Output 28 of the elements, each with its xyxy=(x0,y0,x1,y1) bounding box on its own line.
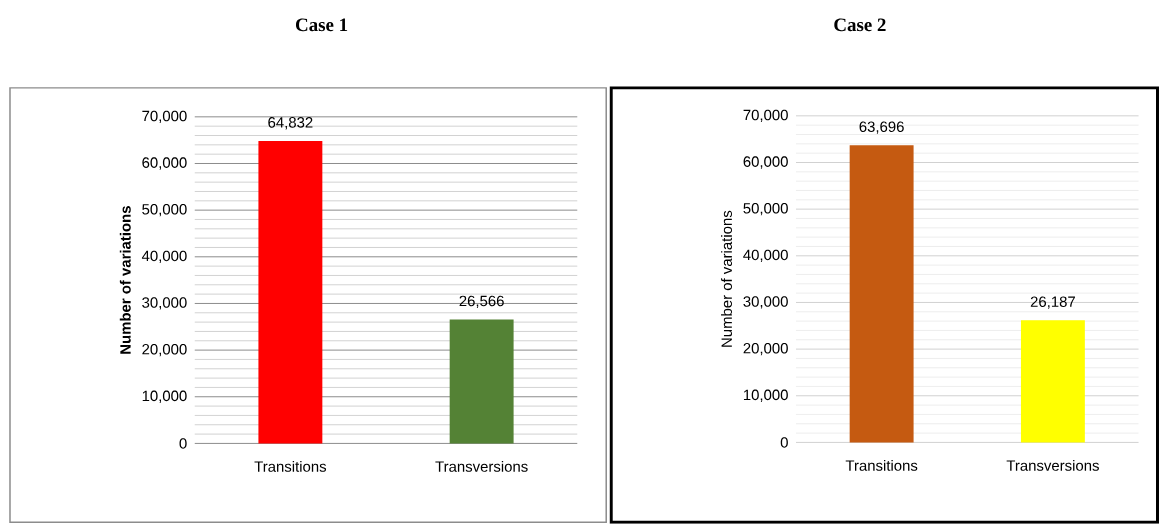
data-label: 64,832 xyxy=(268,117,313,130)
y-tick-label: 60,000 xyxy=(142,157,187,170)
x-tick-label: Transversions xyxy=(435,461,528,472)
y-tick-label: 30,000 xyxy=(142,297,187,310)
chart-title: Case 1 xyxy=(296,18,348,32)
y-tick-label: 10,000 xyxy=(743,389,788,403)
y-tick-label: 0 xyxy=(780,437,788,448)
y-tick-label: 40,000 xyxy=(141,250,187,264)
x-tick-label: Transversions xyxy=(1006,460,1099,471)
y-tick-label: 30,000 xyxy=(743,296,788,309)
y-axis-title: Number of variations xyxy=(721,210,732,347)
data-label: 63,696 xyxy=(859,121,904,134)
x-tick-label: Transitions xyxy=(845,460,918,471)
y-tick-label: 10,000 xyxy=(142,390,187,404)
chart-title: Case 2 xyxy=(834,18,886,32)
y-tick-label: 60,000 xyxy=(743,156,788,169)
y-tick-label: 50,000 xyxy=(142,204,187,217)
y-tick-label: 50,000 xyxy=(743,203,788,216)
x-tick-label: Transitions xyxy=(254,461,327,472)
y-tick-label: 40,000 xyxy=(743,249,788,263)
data-label: 26,566 xyxy=(459,295,504,309)
y-tick-label: 20,000 xyxy=(142,344,187,357)
data-label: 26,187 xyxy=(1030,296,1075,309)
y-tick-label: 20,000 xyxy=(743,343,788,356)
y-tick-label: 70,000 xyxy=(142,110,187,124)
y-axis-title: Number of variations xyxy=(119,206,131,354)
y-tick-label: 70,000 xyxy=(743,109,788,123)
y-tick-label: 0 xyxy=(179,438,187,449)
